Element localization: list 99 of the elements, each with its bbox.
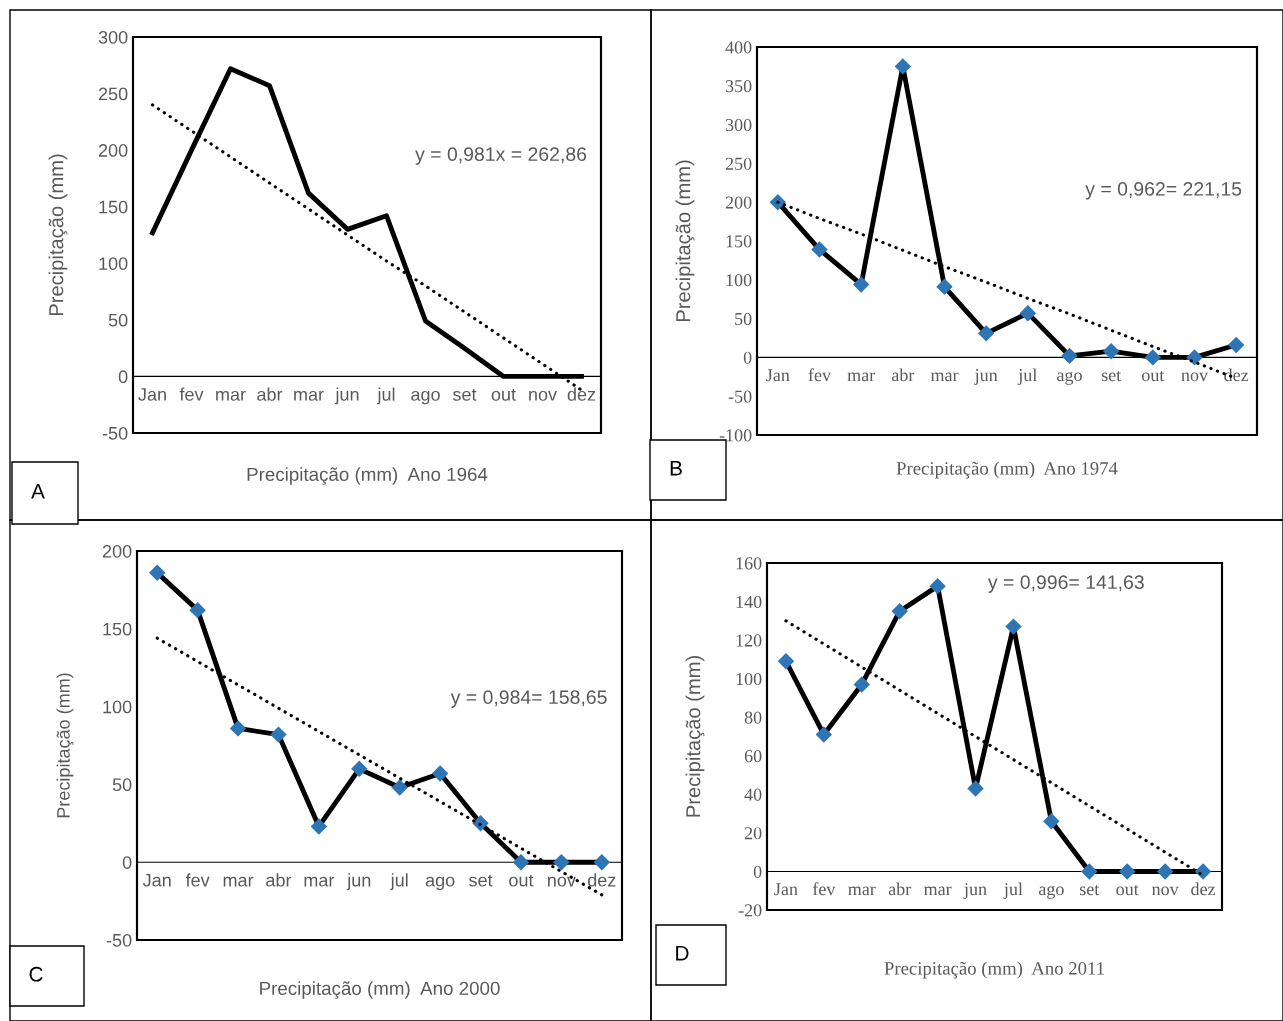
y-tick-label: 50: [735, 312, 752, 326]
y-tick-label: 250: [725, 157, 752, 170]
x-tick-label: dez: [567, 387, 596, 401]
x-tick-label: fev: [179, 387, 204, 401]
x-tick-label: Jan: [774, 883, 798, 896]
y-tick-label: -100: [719, 429, 752, 442]
y-tick-label: 100: [726, 274, 752, 287]
y-tick-label: 150: [99, 200, 128, 214]
y-tick-label: 0: [743, 351, 752, 364]
text: C: [29, 966, 43, 982]
text: Precipitação (mm) Ano 1974: [896, 461, 1118, 479]
y-tick-label: 250: [98, 87, 128, 101]
x-tick-label: ago: [425, 876, 455, 891]
x-tick-label: nov: [529, 390, 557, 401]
x-tick-label: ago: [411, 390, 440, 405]
x-tick-label: mar: [847, 372, 876, 382]
text: Precipitação (mm) Ano 2000: [260, 981, 500, 999]
text: Precipitação (mm) Ano 2011: [884, 961, 1104, 979]
x-tick-label: abr: [266, 873, 292, 887]
x-tick-label: nov: [1181, 372, 1209, 382]
x-tick-label: mar: [216, 390, 246, 401]
y-tick-label: 50: [112, 778, 132, 792]
y-tick-label: -50: [102, 426, 128, 440]
y-tick-label: 150: [726, 235, 752, 248]
y-tick-label: 20: [744, 827, 762, 840]
x-tick-label: set: [469, 874, 493, 887]
x-tick-label: fev: [812, 882, 836, 896]
x-tick-label: out: [509, 874, 534, 887]
x-tick-label: abr: [888, 882, 912, 896]
y-tick-label: -20: [738, 904, 762, 917]
y-axis-title: Precipitação (mm): [685, 656, 705, 817]
y-tick-label: 150: [103, 622, 132, 636]
x-tick-label: abr: [891, 368, 915, 382]
y-tick-label: 300: [725, 118, 752, 132]
x-tick-label: jun: [974, 369, 998, 385]
x-tick-label: ago: [1038, 885, 1064, 899]
y-tick-label: 400: [725, 41, 752, 54]
x-tick-label: out: [1141, 370, 1165, 382]
y-tick-label: 300: [98, 30, 128, 44]
x-tick-label: jun: [335, 387, 359, 405]
text: A: [31, 484, 45, 499]
x-tick-label: mar: [848, 886, 876, 896]
x-tick-label: set: [1080, 884, 1100, 896]
y-tick-label: 140: [736, 595, 762, 608]
y-tick-label: 80: [744, 711, 762, 724]
annotation: y = 0,962= 221,15: [1085, 182, 1242, 200]
x-tick-label: set: [1101, 370, 1122, 382]
x-tick-label: mar: [304, 876, 335, 887]
annotation: y = 0,981x = 262,86: [415, 147, 587, 165]
x-tick-label: abr: [257, 387, 283, 401]
x-tick-label: jul: [390, 873, 408, 891]
y-tick-label: 350: [725, 80, 752, 93]
y-tick-label: 0: [118, 370, 128, 384]
x-tick-label: ago: [1057, 371, 1082, 385]
y-axis-title: Precipitação (mm): [675, 160, 695, 322]
text: B: [670, 461, 682, 476]
x-tick-label: mar: [923, 886, 952, 896]
x-tick-label: nov: [1152, 886, 1179, 896]
y-tick-label: 160: [736, 557, 762, 570]
x-tick-label: mar: [223, 876, 254, 887]
y-tick-label: 0: [122, 856, 132, 869]
x-tick-label: out: [491, 388, 516, 401]
x-tick-label: dez: [1224, 368, 1249, 382]
y-tick-label: 200: [102, 544, 132, 558]
x-tick-label: nov: [548, 876, 576, 887]
y-tick-label: 100: [103, 700, 132, 714]
x-tick-label: dez: [1191, 882, 1216, 896]
y-tick-label: 100: [736, 672, 762, 686]
y-tick-label: 200: [98, 144, 128, 157]
y-tick-label: 60: [744, 750, 762, 763]
x-tick-label: jul: [1017, 368, 1037, 385]
x-tick-label: dez: [588, 873, 616, 887]
y-tick-label: -50: [106, 933, 132, 947]
y-tick-label: 40: [744, 788, 762, 801]
x-tick-label: jun: [346, 873, 371, 891]
x-tick-label: mar: [294, 390, 324, 401]
y-tick-label: 120: [736, 634, 762, 647]
x-tick-label: jul: [1003, 882, 1023, 899]
y-tick-label: 200: [725, 196, 752, 209]
x-tick-label: jul: [377, 387, 395, 405]
x-tick-label: set: [452, 388, 477, 401]
text: D: [676, 946, 689, 961]
y-tick-label: 100: [99, 257, 128, 271]
annotation: y = 0,984= 158,65: [450, 690, 607, 708]
x-tick-label: mar: [930, 372, 959, 382]
y-tick-label: 50: [108, 313, 128, 327]
annotation: y = 0,996= 141,63: [987, 575, 1144, 593]
y-axis-title: Precipitação (mm): [56, 673, 74, 818]
text: Precipitação (mm) Ano 1964: [247, 467, 488, 485]
x-tick-label: Jan: [766, 369, 790, 382]
y-tick-label: -50: [728, 390, 752, 403]
x-tick-label: fev: [185, 873, 210, 887]
y-tick-label: 0: [753, 865, 762, 878]
y-axis-title: Precipitação (mm): [48, 154, 68, 316]
x-tick-label: jun: [963, 883, 987, 899]
x-tick-label: out: [1116, 884, 1139, 896]
x-tick-label: Jan: [142, 873, 171, 887]
x-tick-label: fev: [808, 368, 832, 382]
x-tick-label: Jan: [138, 388, 166, 401]
